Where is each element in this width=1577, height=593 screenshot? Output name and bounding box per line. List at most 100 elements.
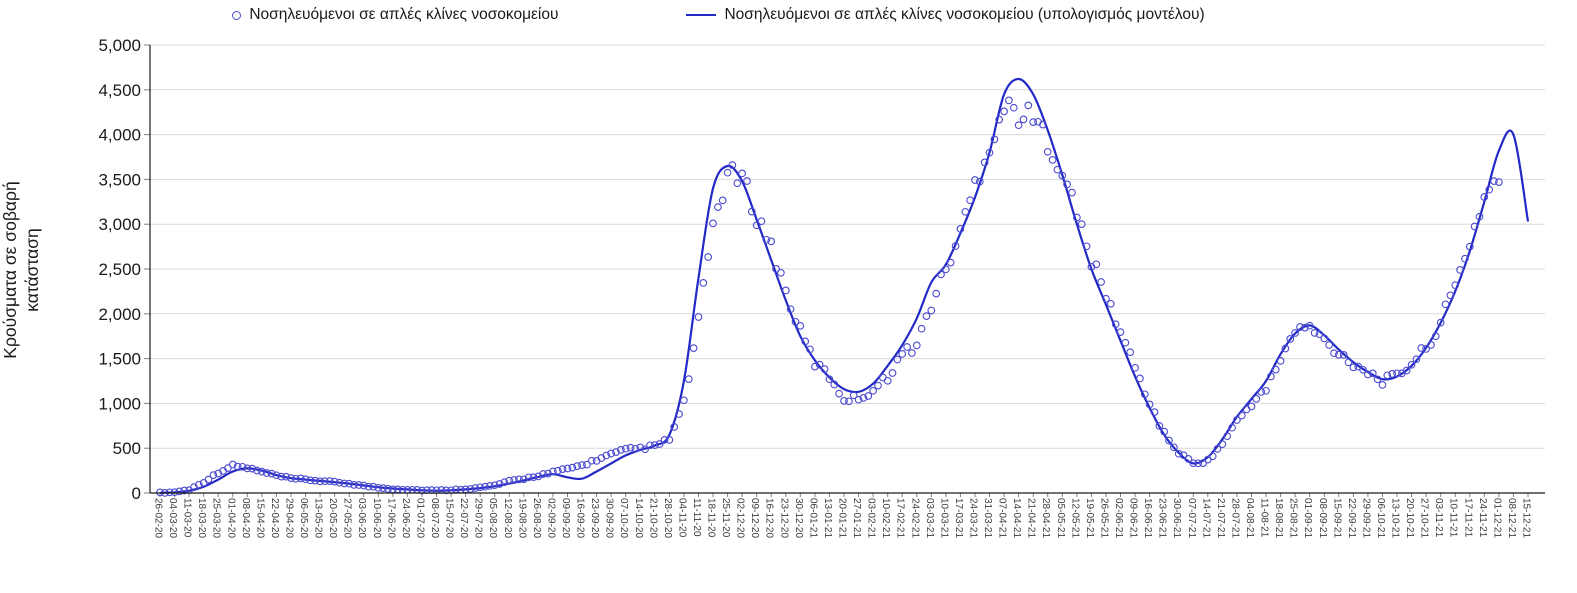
x-tick-label: 06-01-21 [807, 498, 818, 538]
x-tick-label: 16-09-20 [575, 498, 586, 538]
x-tick-label: 04-08-21 [1244, 498, 1255, 538]
x-tick-label: 20-05-20 [327, 498, 338, 538]
x-tick-label: 08-07-20 [429, 498, 440, 538]
x-tick-label: 02-09-20 [545, 498, 556, 538]
x-tick-label: 01-07-20 [415, 498, 426, 538]
x-tick-label: 03-11-21 [1433, 498, 1444, 538]
axes [149, 45, 1545, 494]
x-tick-label: 10-11-21 [1448, 498, 1459, 538]
x-tick-label: 29-09-21 [1360, 498, 1371, 538]
x-tick-label: 13-01-21 [822, 498, 833, 538]
x-tick-label: 07-10-20 [618, 498, 629, 538]
x-tick-label: 30-09-20 [604, 498, 615, 538]
scatter-marker-icon [232, 10, 242, 20]
x-tick-label: 25-11-20 [720, 498, 731, 538]
x-tick-label: 27-01-21 [851, 498, 862, 538]
x-tick-label: 24-03-21 [968, 498, 979, 538]
x-tick-label: 06-10-21 [1375, 498, 1386, 538]
model-line-series [159, 77, 1530, 494]
x-tick-label: 14-04-21 [1011, 498, 1022, 538]
x-tick-label: 01-09-21 [1302, 498, 1313, 538]
legend-item-model: Νοσηλευόμενοι σε απλές κλίνες νοσοκομείο… [686, 6, 1205, 24]
x-tick-label: 18-11-20 [706, 498, 717, 538]
x-tick-label: 24-11-21 [1477, 498, 1488, 538]
x-tick-label: 28-10-20 [662, 498, 673, 538]
x-tick-label: 17-02-21 [895, 498, 906, 538]
x-tick-label: 12-05-21 [1069, 498, 1080, 538]
x-tick-label: 31-03-21 [982, 498, 993, 538]
x-tick-label: 23-06-21 [1157, 498, 1168, 538]
x-tick-label: 24-06-20 [400, 498, 411, 538]
y-axis-labels: 0 500 1,000 1,500 2,000 2,500 3,000 3,500 4,000 4… [98, 36, 141, 503]
x-tick-label: 15-04-20 [254, 498, 265, 538]
x-tick-label: 05-05-21 [1055, 498, 1066, 538]
x-tick-label: 14-10-20 [633, 498, 644, 538]
legend-item-observed: Νοσηλευόμενοι σε απλές κλίνες νοσοκομείο… [232, 6, 558, 24]
x-tick-label: 01-04-20 [225, 498, 236, 538]
y-tick-label: 0 [132, 484, 141, 503]
x-tick-label: 26-08-20 [531, 498, 542, 538]
x-tick-label: 30-06-21 [1171, 498, 1182, 538]
x-tick-label: 09-09-20 [560, 498, 571, 538]
x-tick-label: 27-10-21 [1419, 498, 1430, 538]
x-tick-label: 11-11-20 [691, 498, 702, 537]
x-tick-label: 11-08-21 [1259, 498, 1270, 538]
x-tick-label: 15-12-21 [1521, 498, 1532, 538]
x-tick-label: 21-04-21 [1026, 498, 1037, 538]
x-tick-label: 04-03-20 [167, 498, 178, 538]
x-tick-label: 08-09-21 [1317, 498, 1328, 538]
y-tick-label: 500 [113, 439, 141, 458]
x-tick-label: 01-12-21 [1491, 498, 1502, 538]
x-tick-label: 04-11-20 [676, 498, 687, 538]
x-tick-label: 12-08-20 [502, 498, 513, 538]
y-axis-ticks [144, 44, 150, 494]
x-tick-label: 28-04-21 [1040, 498, 1051, 538]
x-tick-label: 16-06-21 [1142, 498, 1153, 538]
x-tick-label: 17-11-21 [1462, 498, 1473, 538]
x-tick-label: 17-03-21 [953, 498, 964, 538]
x-tick-label: 23-09-20 [589, 498, 600, 538]
x-tick-label: 10-02-21 [880, 498, 891, 538]
x-tick-label: 08-12-21 [1506, 498, 1517, 538]
x-tick-label: 16-12-20 [764, 498, 775, 538]
observed-scatter-series [156, 96, 1503, 497]
x-tick-label: 26-05-21 [1099, 498, 1110, 538]
x-tick-label: 03-03-21 [924, 498, 935, 538]
x-tick-label: 24-02-21 [909, 498, 920, 538]
y-tick-label: 4,000 [98, 126, 141, 145]
x-tick-label: 15-07-20 [444, 498, 455, 538]
x-tick-label: 25-08-21 [1288, 498, 1299, 538]
y-tick-label: 5,000 [98, 36, 141, 55]
x-tick-label: 13-10-21 [1390, 498, 1401, 538]
y-tick-label: 2,500 [98, 260, 141, 279]
x-axis-ticks [159, 493, 1529, 497]
x-tick-label: 22-04-20 [269, 498, 280, 538]
chart-legend: Νοσηλευόμενοι σε απλές κλίνες νοσοκομείο… [0, 6, 1577, 24]
x-tick-label: 18-08-21 [1273, 498, 1284, 538]
x-tick-label: 27-05-20 [342, 498, 353, 538]
x-tick-label: 11-03-20 [182, 498, 193, 538]
x-tick-label: 03-02-21 [866, 498, 877, 538]
x-tick-label: 13-05-20 [313, 498, 324, 538]
x-axis-labels: 26-02-20 04-03-20 11-03-20 18-03-20 25-03-20… [153, 498, 1532, 538]
x-tick-label: 10-06-20 [371, 498, 382, 538]
x-tick-label: 20-01-21 [837, 498, 848, 538]
x-tick-label: 23-12-20 [778, 498, 789, 538]
y-tick-label: 2,000 [98, 305, 141, 324]
x-tick-label: 08-04-20 [240, 498, 251, 538]
x-tick-label: 15-09-21 [1331, 498, 1342, 538]
y-tick-label: 3,000 [98, 215, 141, 234]
x-tick-label: 26-02-20 [153, 498, 164, 538]
x-tick-label: 06-05-20 [298, 498, 309, 538]
x-tick-label: 02-06-21 [1113, 498, 1124, 538]
x-tick-label: 22-07-20 [458, 498, 469, 538]
y-tick-label: 3,500 [98, 170, 141, 189]
x-tick-label: 10-03-21 [938, 498, 949, 538]
x-tick-label: 19-05-21 [1084, 498, 1095, 538]
x-tick-label: 20-10-21 [1404, 498, 1415, 538]
y-tick-label: 1,500 [98, 350, 141, 369]
x-tick-label: 09-06-21 [1128, 498, 1139, 538]
x-tick-label: 25-03-20 [211, 498, 222, 538]
x-tick-label: 22-09-21 [1346, 498, 1357, 538]
